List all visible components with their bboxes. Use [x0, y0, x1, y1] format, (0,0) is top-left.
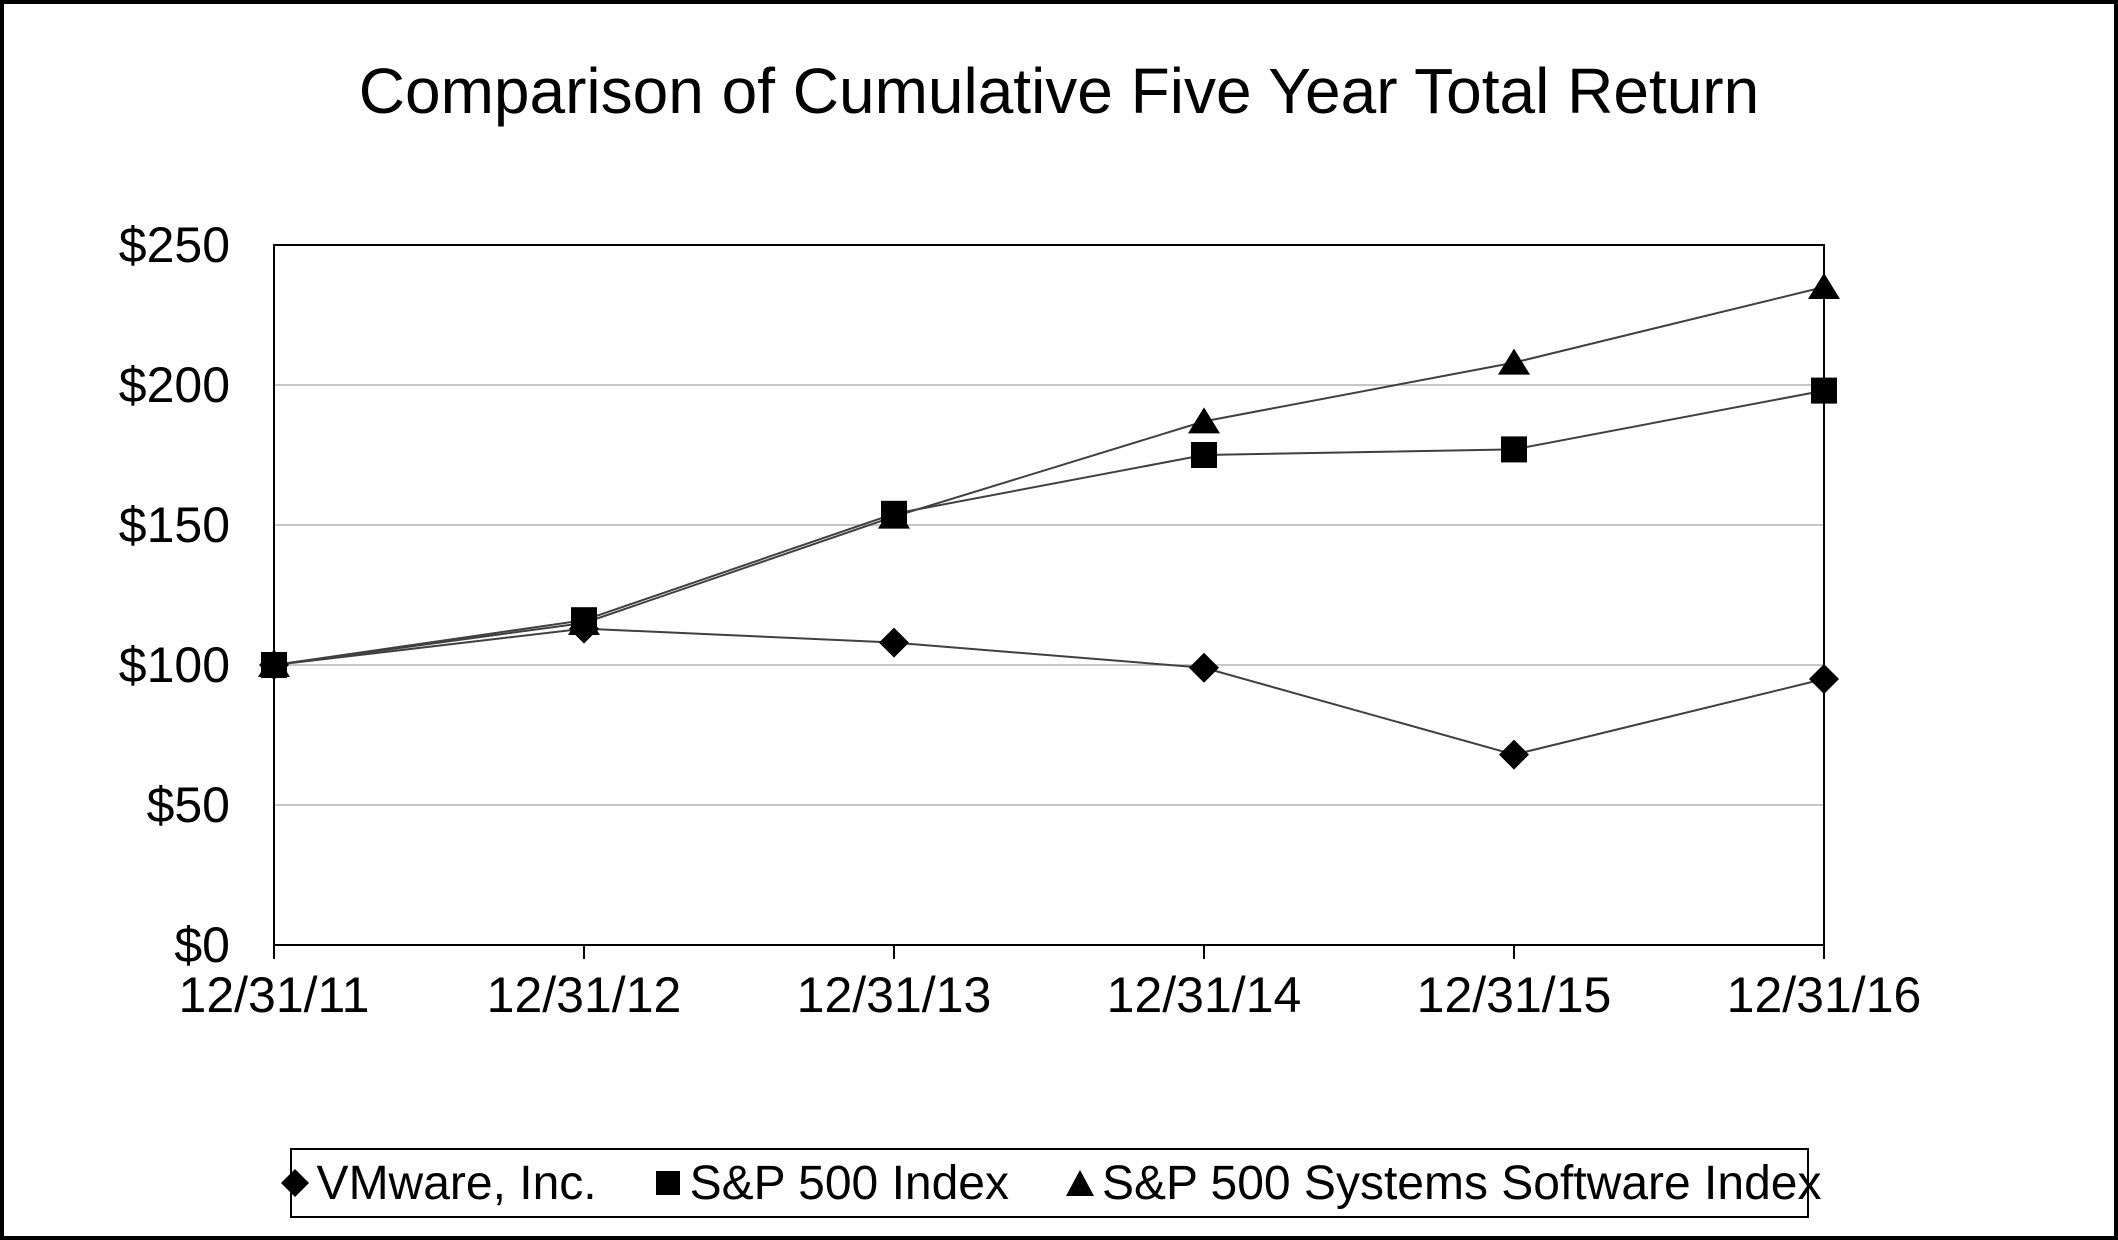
legend-item: S&P 500 Systems Software Index	[1063, 1156, 1821, 1211]
legend-marker-triangle-icon	[1065, 1170, 1094, 1196]
legend-label: S&P 500 Systems Software Index	[1101, 1156, 1822, 1210]
legend-label: S&P 500 Index	[689, 1156, 1009, 1210]
series-line	[273, 627, 1825, 756]
data-point-marker-square	[1191, 442, 1217, 468]
data-point-marker-square	[881, 500, 907, 527]
y-axis-tick-label: $100	[118, 637, 230, 693]
x-axis-tick-label: 12/31/14	[1106, 967, 1302, 1023]
plot-border	[273, 244, 1825, 946]
legend-item: VMware, Inc.	[278, 1156, 597, 1211]
data-point-marker-square	[261, 652, 287, 678]
x-axis-tick-label: 12/31/16	[1726, 967, 1922, 1023]
y-axis-tick-label: $0	[174, 917, 230, 973]
y-axis-tick-label: $50	[146, 777, 230, 833]
y-axis-tick-label: $250	[118, 217, 230, 273]
legend-label: VMware, Inc.	[316, 1156, 597, 1210]
data-point-marker-diamond	[1809, 664, 1839, 694]
y-axis-tick-label: $150	[118, 497, 230, 553]
legend-marker-square-icon	[655, 1171, 680, 1195]
x-axis-tick-label: 12/31/11	[178, 967, 370, 1023]
x-axis-tick-label: 12/31/15	[1416, 967, 1612, 1023]
series-line	[273, 286, 1825, 666]
x-axis-tick-label: 12/31/13	[796, 967, 992, 1023]
plot-area	[258, 244, 1840, 959]
series-line	[273, 389, 1825, 666]
data-point-marker-diamond	[879, 627, 909, 658]
data-point-marker-square	[571, 607, 597, 634]
data-point-marker-diamond	[1499, 739, 1529, 770]
x-axis-tick-label: 12/31/12	[486, 967, 682, 1023]
data-point-marker-triangle	[1808, 273, 1840, 299]
data-point-marker-square	[1501, 436, 1527, 463]
data-point-marker-triangle	[1498, 348, 1530, 375]
data-point-marker-square	[1811, 377, 1837, 404]
chart-title: Comparison of Cumulative Five Year Total…	[358, 55, 1760, 127]
legend: VMware, Inc. S&P 500 Index S&P 500 Systems…	[280, 1148, 1821, 1218]
legend-item: S&P 500 Index	[651, 1156, 1009, 1211]
data-point-marker-triangle	[1188, 407, 1220, 434]
data-point-marker-diamond	[1189, 652, 1219, 683]
legend-marker-diamond-icon	[280, 1169, 309, 1197]
y-axis-tick-label: $200	[118, 357, 230, 413]
